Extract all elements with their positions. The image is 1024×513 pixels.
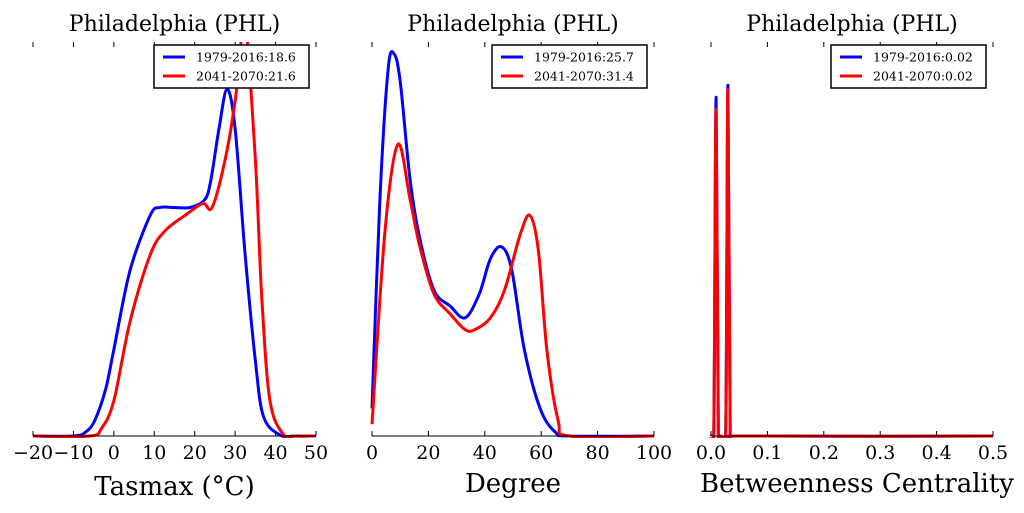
series-line-2041-2070: [709, 87, 994, 438]
legend-label: 2041-2070:0.02: [873, 69, 973, 84]
series-line-2041-2070: [370, 142, 655, 438]
x-tick-label: 0.3: [865, 442, 895, 464]
legend-label: 2041-2070:21.6: [196, 69, 296, 84]
x-tick-label: −20: [13, 442, 53, 464]
x-tick-label: 40: [263, 442, 287, 464]
subplot-3: Philadelphia (PHL) 0.0 0.1 0.2 0.3 0.4 0.5 Betw…: [696, 12, 1014, 499]
x-tick-label: 0: [366, 442, 378, 464]
x-tick-label: 0.1: [752, 442, 782, 464]
x-tick-label: 0.5: [978, 442, 1008, 464]
chart-title: Philadelphia (PHL): [407, 12, 618, 37]
subplot-2: Philadelphia (PHL) 0 20 40 60 80 100 Degree 1979…: [366, 12, 672, 499]
x-tick-label: 20: [416, 442, 440, 464]
subplot-1: Philadelphia (PHL) −20 −10 0 10 20 30 40 50 Tasma…: [13, 12, 328, 502]
x-tick-label: 60: [529, 442, 553, 464]
legend: 1979-2016:25.7 2041-2070:31.4: [491, 44, 648, 89]
x-tick-label: 50: [304, 442, 328, 464]
x-axis-label: Betweenness Centrality: [700, 469, 1014, 499]
legend-box: [491, 44, 648, 89]
legend: 1979-2016:18.6 2041-2070:21.6: [153, 44, 310, 89]
x-tick-label: 40: [473, 442, 497, 464]
legend-label: 2041-2070:31.4: [534, 69, 634, 84]
legend-box: [830, 44, 987, 89]
legend-label: 1979-2016:18.6: [196, 50, 296, 65]
x-tick-label: 0.0: [696, 442, 726, 464]
x-tick-label: 30: [223, 442, 247, 464]
legend-label: 1979-2016:0.02: [873, 50, 973, 65]
series-line-2041-2070: [32, 42, 317, 438]
chart-title: Philadelphia (PHL): [69, 12, 280, 37]
x-tick-label: 0.2: [809, 442, 839, 464]
legend: 1979-2016:0.02 2041-2070:0.02: [830, 44, 987, 89]
chart-title: Philadelphia (PHL): [746, 12, 957, 37]
x-tick-label: −10: [53, 442, 93, 464]
legend-label: 1979-2016:25.7: [534, 50, 634, 65]
x-tick-label: 0.4: [921, 442, 951, 464]
x-tick-label: 20: [183, 442, 207, 464]
x-tick-label: 10: [142, 442, 166, 464]
series-line-1979-2016: [370, 50, 655, 438]
x-tick-label: 100: [636, 442, 672, 464]
series-line-1979-2016: [32, 87, 317, 438]
legend-box: [153, 44, 310, 89]
x-axis-label: Degree: [465, 469, 561, 499]
series-line-1979-2016: [709, 83, 994, 438]
x-tick-label: 80: [586, 442, 610, 464]
x-axis-label: Tasmax (°C): [94, 472, 254, 502]
x-tick-label: 0: [108, 442, 120, 464]
